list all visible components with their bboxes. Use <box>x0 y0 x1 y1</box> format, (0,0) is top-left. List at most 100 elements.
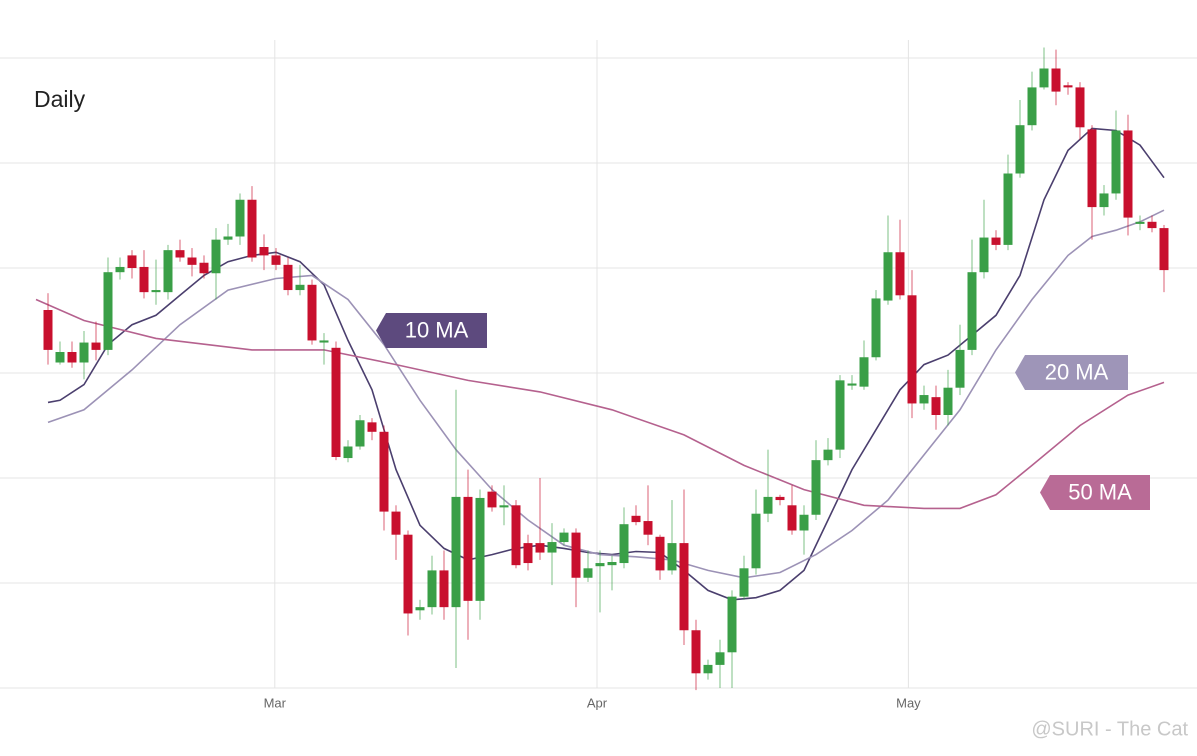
candle-body <box>199 262 209 274</box>
candle-body <box>883 252 893 301</box>
candle-body <box>211 239 221 274</box>
candle-body <box>859 357 869 387</box>
candle-body <box>67 352 77 363</box>
candle-body <box>139 266 149 293</box>
candle-body <box>475 497 485 601</box>
candle-body <box>1063 85 1073 88</box>
candle-body <box>55 352 65 363</box>
candle-body <box>715 652 725 665</box>
candle-body <box>991 237 1001 245</box>
candle-body <box>835 380 845 450</box>
candle-body <box>1003 173 1013 245</box>
candle-body <box>1051 68 1061 92</box>
ma-line <box>47 209 1165 579</box>
candle-body <box>187 257 197 265</box>
candle-body <box>1123 130 1133 218</box>
plot: Mar Apr May 10 MA 20 MA 50 MA <box>0 40 1197 710</box>
candle-body <box>499 505 509 508</box>
candle-body <box>667 543 677 571</box>
candle-body <box>1111 130 1121 194</box>
candle-body <box>943 387 953 415</box>
ma-tag-label: 10 MA <box>405 317 469 342</box>
candle-body <box>391 511 401 535</box>
candle-body <box>967 272 977 350</box>
candle-body <box>403 534 413 614</box>
candle-body <box>175 250 185 258</box>
candle-body <box>739 568 749 597</box>
candle-body <box>727 596 737 653</box>
candle-body <box>751 513 761 569</box>
candle-body <box>955 349 965 388</box>
candle-body <box>115 266 125 273</box>
candle-body <box>223 236 233 240</box>
candle-body <box>487 491 497 508</box>
x-tick-label: May <box>896 695 921 710</box>
candle-body <box>583 568 593 578</box>
candle-body <box>811 460 821 515</box>
candle-body <box>511 505 521 566</box>
candle-body <box>679 543 689 631</box>
candle-body <box>367 422 377 432</box>
ma-tag <box>1040 475 1150 510</box>
candle-body <box>43 310 53 350</box>
candle-body <box>103 272 113 350</box>
candle-body <box>655 536 665 571</box>
candle-body <box>799 514 809 531</box>
candle-body <box>379 431 389 512</box>
candle-body <box>547 542 557 553</box>
candle-body <box>643 521 653 535</box>
candle-body <box>235 199 245 237</box>
candle-body <box>1159 228 1169 271</box>
candle-body <box>343 446 353 459</box>
candle-body <box>259 247 269 256</box>
candle-body <box>919 395 929 404</box>
candle-body <box>79 342 89 363</box>
x-tick-label: Mar <box>264 695 287 710</box>
candle-body <box>559 532 569 543</box>
candle-body <box>823 449 833 461</box>
candle-body <box>463 496 473 601</box>
ma-line <box>47 127 1165 601</box>
candle-body <box>283 264 293 291</box>
candle-body <box>571 532 581 578</box>
ma-tag-label: 20 MA <box>1045 359 1109 384</box>
candle-body <box>595 563 605 567</box>
candle-body <box>787 505 797 531</box>
candle-body <box>895 252 905 296</box>
ma-tag <box>1015 355 1128 390</box>
candle-body <box>415 607 425 611</box>
ma-tag-label: 50 MA <box>1068 479 1132 504</box>
candle-body <box>1087 129 1097 208</box>
candle-body <box>607 562 617 566</box>
candle-body <box>931 397 941 415</box>
candle-body <box>427 570 437 608</box>
candle-body <box>1147 221 1157 229</box>
candle-body <box>1075 87 1085 128</box>
candle-body <box>319 340 329 343</box>
candle-body <box>691 630 701 674</box>
candle-body <box>619 524 629 564</box>
candle-body <box>439 570 449 608</box>
candle-body <box>247 199 257 258</box>
candle-body <box>163 250 173 293</box>
candle-body <box>979 237 989 273</box>
candle-body <box>847 383 857 386</box>
ma-tag <box>376 313 487 348</box>
x-tick-label: Apr <box>587 695 608 710</box>
candle-body <box>271 255 281 265</box>
candle-body <box>631 515 641 523</box>
candle-body <box>295 284 305 291</box>
candle-body <box>307 284 317 341</box>
ma-line <box>35 298 1165 510</box>
candle-body <box>355 420 365 447</box>
candle-body <box>1015 125 1025 174</box>
candle-body <box>1099 193 1109 208</box>
candle-body <box>907 295 917 404</box>
candle-body <box>127 255 137 268</box>
candle-body <box>535 543 545 553</box>
candle-body <box>775 496 785 501</box>
candle-body <box>703 664 713 674</box>
candle-body <box>523 543 533 564</box>
